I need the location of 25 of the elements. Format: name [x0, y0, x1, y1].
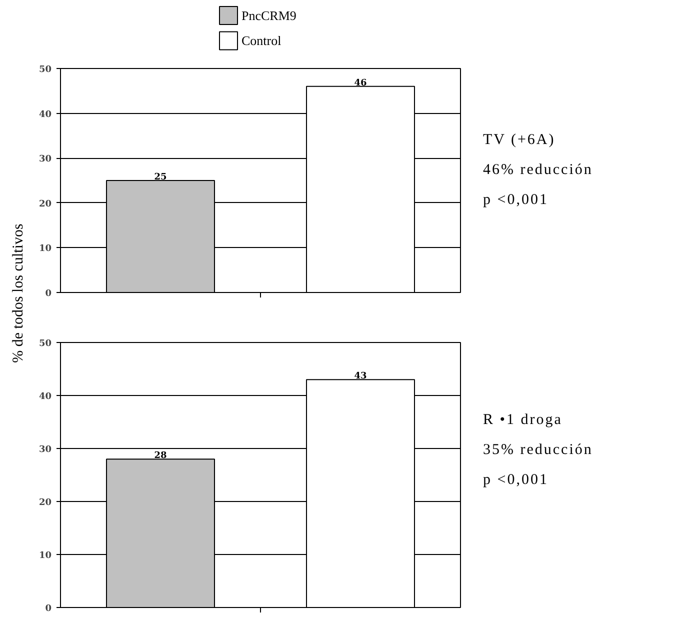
- y-tick-label: 50: [38, 65, 52, 75]
- y-tick-label: 10: [38, 244, 52, 254]
- data-label: 46: [354, 78, 367, 88]
- y-tick-label: 20: [38, 199, 52, 210]
- text: 35% reducción: [483, 442, 593, 458]
- legend-label: PncCRM9: [242, 8, 296, 23]
- text: R •1 droga: [483, 412, 562, 428]
- y-axis-title: % de todos los cultivos: [10, 224, 26, 363]
- data-label: 25: [154, 172, 167, 182]
- data-label: 43: [354, 372, 367, 382]
- y-tick-label: 0: [45, 289, 52, 299]
- text: p <0,001: [483, 192, 548, 208]
- y-tick-label: 20: [38, 498, 52, 508]
- y-tick-label: 10: [38, 551, 52, 561]
- legend-label: Control: [242, 33, 282, 48]
- y-tick-label: 40: [38, 110, 52, 120]
- y-tick-label: 50: [38, 339, 52, 349]
- y-tick-label: 30: [38, 445, 52, 455]
- text: 46% reducción: [483, 162, 593, 178]
- y-tick-label: 30: [38, 154, 52, 165]
- text: p <0,001: [483, 472, 548, 488]
- y-tick-label: 40: [38, 392, 52, 402]
- text: TV (+6A): [483, 132, 556, 148]
- y-tick-label: 0: [45, 604, 52, 614]
- data-label: 28: [154, 451, 167, 462]
